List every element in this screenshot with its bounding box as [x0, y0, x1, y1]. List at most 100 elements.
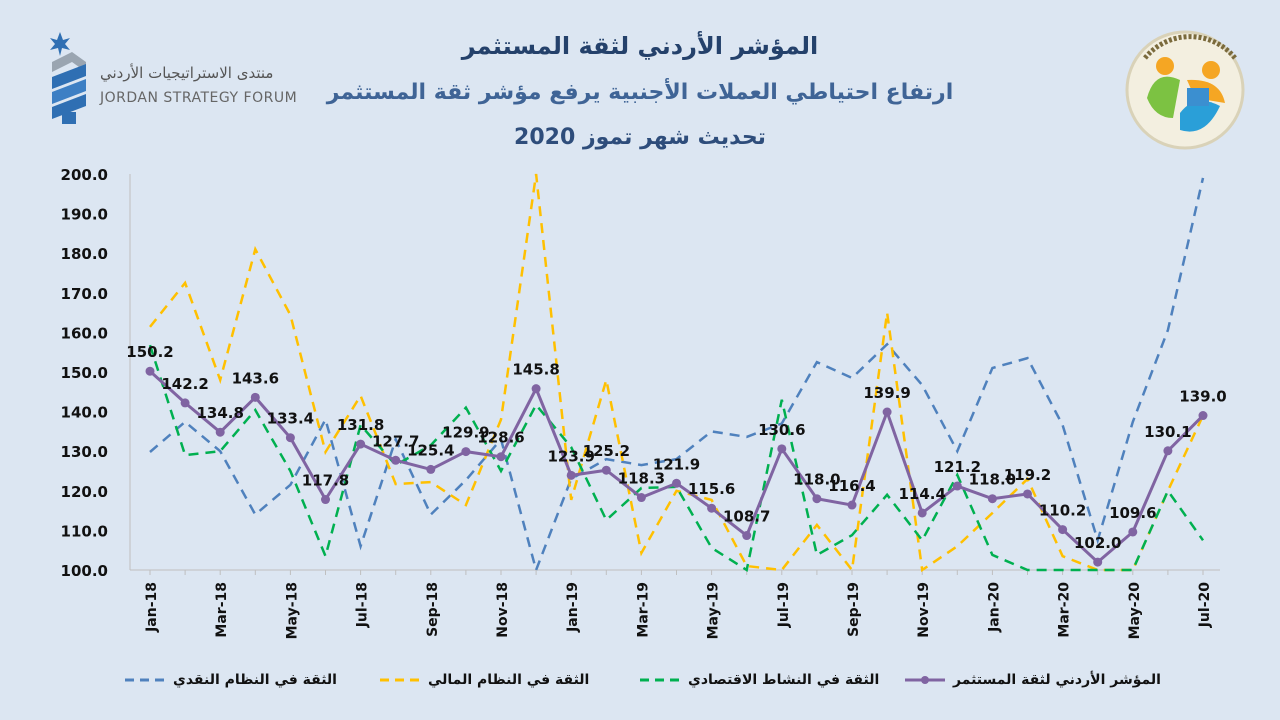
- data-point: [917, 508, 927, 518]
- x-tick-label: May-19: [706, 582, 722, 639]
- data-label: 121.2: [934, 458, 981, 476]
- data-label: 114.4: [898, 485, 945, 503]
- data-label: 143.6: [232, 369, 279, 387]
- legend-label: المؤشر الأردني لثقة المستثمر: [953, 672, 1161, 688]
- y-tick-label: 170.0: [61, 285, 108, 303]
- y-tick-label: 130.0: [61, 443, 108, 461]
- data-label: 118.3: [618, 470, 665, 488]
- data-point: [461, 447, 471, 457]
- data-point: [1198, 411, 1208, 421]
- data-label: 145.8: [512, 361, 559, 379]
- data-label: 121.9: [653, 455, 700, 473]
- data-point: [285, 433, 295, 443]
- data-label: 134.8: [196, 404, 243, 422]
- jsf-english-name: JORDAN STRATEGY FORUM: [100, 90, 298, 106]
- y-tick-label: 200.0: [61, 166, 108, 184]
- update-label: تحديث شهر تموز 2020: [514, 125, 766, 150]
- data-label: 127.7: [372, 432, 419, 450]
- data-point: [1093, 557, 1103, 567]
- data-point: [426, 464, 436, 474]
- data-point: [987, 494, 997, 504]
- x-tick-label: Jan-19: [565, 582, 581, 633]
- series-line-2: [149, 173, 1205, 574]
- chart-legend: المؤشر الأردني لثقة المستثمر الثقة في ال…: [0, 672, 1280, 702]
- data-point: [636, 493, 646, 503]
- data-label: 130.1: [1144, 423, 1191, 441]
- data-point: [496, 452, 506, 462]
- data-label: 142.2: [161, 375, 208, 393]
- legend-label: الثقة في النظام المالي: [428, 672, 590, 688]
- series-line-3: [149, 177, 1205, 575]
- investor-confidence-index-logo: [1125, 18, 1245, 156]
- x-tick-label: Jan-18: [144, 582, 160, 633]
- x-tick-label: May-20: [1127, 582, 1143, 640]
- data-point: [742, 531, 752, 541]
- legend-label: الثقة في النظام النقدي: [173, 672, 337, 688]
- data-point: [250, 392, 260, 402]
- legend-marker-solid-icon: [905, 676, 945, 684]
- data-label: 117.8: [302, 472, 349, 490]
- data-point: [882, 407, 892, 417]
- x-tick-label: Mar-18: [214, 582, 230, 638]
- data-point: [1023, 489, 1032, 499]
- y-tick-label: 160.0: [61, 324, 108, 342]
- y-tick-label: 100.0: [61, 562, 108, 580]
- jsf-emblem-icon: [50, 32, 86, 124]
- x-tick-label: Mar-20: [1057, 582, 1073, 638]
- x-tick-label: Jul-20: [1197, 582, 1213, 629]
- data-label: 109.6: [1109, 504, 1156, 522]
- data-point: [777, 444, 787, 454]
- data-label: 108.7: [723, 508, 770, 526]
- x-tick-label: Nov-18: [495, 582, 511, 638]
- data-label: 118.0: [793, 471, 840, 489]
- data-point: [847, 500, 857, 510]
- data-point: [812, 494, 822, 504]
- chart-subtitle: ارتفاع احتياطي العملات الأجنبية يرفع مؤش…: [326, 80, 954, 105]
- data-point: [145, 366, 155, 376]
- data-point: [531, 384, 541, 394]
- y-tick-label: 190.0: [61, 206, 108, 224]
- data-point: [391, 455, 401, 465]
- x-tick-label: Jul-19: [776, 582, 792, 628]
- data-point: [321, 495, 330, 505]
- data-point: [180, 398, 190, 408]
- data-point: [952, 481, 962, 491]
- data-point: [1128, 527, 1138, 537]
- x-tick-label: Jul-18: [355, 582, 371, 628]
- y-tick-label: 120.0: [61, 483, 108, 501]
- legend-item-monetary: الثقة في النظام النقدي: [125, 672, 337, 688]
- data-point: [1163, 446, 1173, 456]
- data-label: 139.0: [1179, 388, 1226, 406]
- data-label: 129.9: [442, 424, 489, 442]
- data-point: [601, 465, 611, 475]
- jsf-arabic-name: منتدى الاستراتيجيات الأردني: [100, 64, 274, 82]
- series-line-1: [148, 344, 1205, 573]
- data-point: [566, 470, 576, 480]
- data-point: [707, 503, 717, 513]
- legend-item-financial: الثقة في النظام المالي: [380, 672, 589, 688]
- data-label: 128.6: [477, 429, 524, 447]
- y-tick-label: 180.0: [61, 245, 108, 263]
- legend-label: الثقة في النشاط الاقتصادي: [688, 672, 880, 688]
- data-label: 110.2: [1039, 502, 1086, 520]
- data-label: 118.0: [969, 471, 1016, 489]
- legend-item-investor-index: المؤشر الأردني لثقة المستثمر: [905, 672, 1161, 688]
- data-label: 150.2: [126, 343, 173, 361]
- data-label: 123.9: [547, 447, 594, 465]
- legend-marker-dashed-icon: [640, 678, 680, 682]
- data-point: [215, 427, 225, 437]
- data-label: 125.4: [407, 441, 454, 459]
- data-label: 116.4: [828, 477, 875, 495]
- x-tick-label: Sep-18: [425, 582, 441, 637]
- data-point: [356, 439, 366, 449]
- x-tick-label: Mar-19: [635, 582, 651, 638]
- legend-marker-dashed-icon: [380, 678, 420, 682]
- x-tick-label: May-18: [284, 582, 300, 639]
- data-label: 131.8: [337, 416, 384, 434]
- data-point: [1058, 525, 1068, 535]
- data-label: 125.2: [583, 442, 630, 460]
- x-tick-label: Jan-20: [986, 582, 1002, 633]
- legend-item-economic: الثقة في النشاط الاقتصادي: [640, 672, 879, 688]
- jordan-strategy-forum-logo: [48, 32, 318, 127]
